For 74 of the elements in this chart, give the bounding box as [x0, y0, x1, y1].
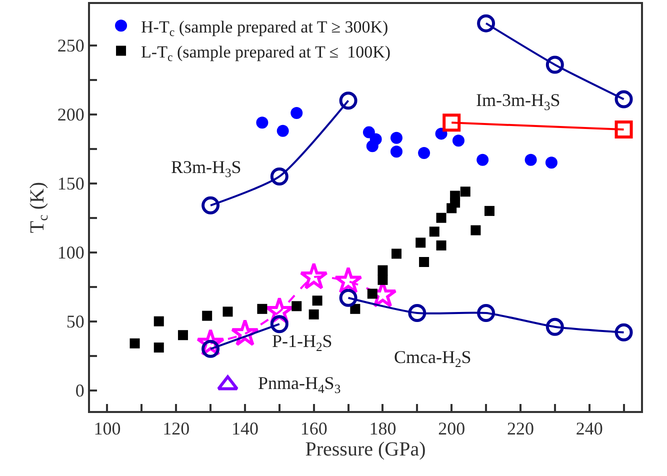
y-tick-label: 50 — [66, 312, 84, 332]
y-tick-label: 150 — [57, 174, 84, 194]
point — [339, 92, 358, 110]
point — [450, 190, 460, 201]
point — [614, 323, 633, 342]
series-label: Im-3m-H$_{3}$S — [476, 90, 560, 113]
point — [390, 132, 402, 144]
point — [477, 14, 496, 32]
point — [614, 120, 633, 139]
point — [442, 114, 461, 132]
legend-label: H-T$_{c}$ (sample prepared at T ≥ 300K) — [141, 17, 388, 39]
point — [202, 196, 220, 214]
x-tick-label: 120 — [162, 418, 190, 439]
x-tick-label: 140 — [231, 418, 258, 439]
series-label: Pnma-H$_{4}$S$_{3}$ — [258, 373, 341, 396]
point — [350, 304, 360, 314]
point — [290, 106, 303, 119]
point — [545, 156, 558, 169]
point — [256, 116, 268, 129]
point — [178, 330, 188, 340]
x-tick-label: 100 — [94, 418, 121, 439]
point — [202, 310, 212, 321]
point — [270, 315, 288, 334]
point — [366, 140, 378, 152]
point — [546, 318, 564, 336]
point — [452, 134, 464, 147]
point — [476, 154, 489, 166]
x-tick-label: 160 — [300, 418, 328, 439]
point — [460, 186, 470, 197]
point — [276, 124, 289, 137]
point — [408, 304, 426, 322]
point — [367, 288, 378, 299]
point — [230, 318, 260, 346]
point — [436, 240, 446, 250]
y-tick-label: 200 — [57, 104, 84, 125]
point — [614, 90, 633, 108]
y-tick-label: 0 — [75, 380, 84, 401]
point — [270, 167, 288, 186]
point — [418, 147, 430, 159]
x-tick-label: 240 — [576, 418, 603, 439]
series-label: R3m-H$_{3}$S — [171, 157, 242, 180]
point — [154, 342, 164, 353]
point — [222, 306, 233, 317]
point — [436, 212, 446, 223]
point — [546, 56, 564, 74]
x-axis-title: Pressure (GPa) — [305, 438, 426, 461]
point — [130, 338, 140, 348]
point — [419, 257, 430, 267]
point — [339, 288, 358, 307]
x-tick-label: 180 — [369, 418, 396, 439]
y-tick-label: 250 — [57, 36, 84, 56]
point — [470, 225, 481, 236]
point — [416, 238, 426, 248]
legend-label: L-T$_{c}$ (sample prepared at T ≤ 100K) — [141, 42, 391, 64]
point — [477, 304, 496, 322]
y-tick-label: 100 — [57, 242, 84, 263]
point — [378, 274, 388, 285]
x-tick-label: 200 — [438, 418, 466, 439]
point — [390, 146, 402, 158]
series-label: Cmca-H$_{2}$S — [394, 347, 472, 370]
point — [429, 226, 440, 237]
x-tick-label: 220 — [506, 418, 534, 439]
point — [154, 316, 164, 326]
point — [257, 304, 268, 314]
point — [308, 309, 319, 320]
point — [524, 154, 537, 166]
point — [300, 262, 328, 290]
series-label: P-1-H$_{2}$S — [272, 331, 332, 354]
point — [391, 248, 402, 259]
point — [484, 206, 494, 216]
point — [312, 296, 322, 306]
point — [378, 265, 388, 276]
point — [334, 266, 362, 294]
point — [292, 301, 302, 312]
